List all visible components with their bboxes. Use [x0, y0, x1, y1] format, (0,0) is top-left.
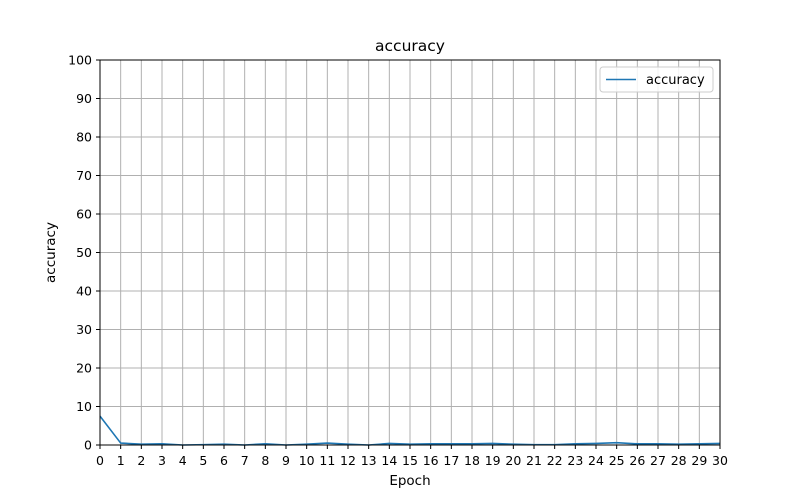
x-tick-label: 3: [158, 453, 166, 468]
x-tick-label: 19: [485, 453, 501, 468]
x-tick-label: 30: [712, 453, 728, 468]
legend-box: [599, 66, 714, 93]
x-tick-label: 23: [567, 453, 583, 468]
x-tick-label: 13: [361, 453, 377, 468]
x-tick-label: 5: [199, 453, 207, 468]
y-tick-label: 50: [76, 245, 92, 260]
y-tick-label: 10: [76, 399, 92, 414]
x-tick-label: 21: [526, 453, 542, 468]
y-axis: 0 10 20 30 40 50 60 70 80 90 100: [68, 53, 100, 453]
y-tick-label: 0: [84, 438, 92, 453]
x-tick-label: 15: [402, 453, 418, 468]
x-tick-label: 27: [650, 453, 666, 468]
x-tick-label: 11: [319, 453, 335, 468]
x-tick-label: 25: [609, 453, 625, 468]
y-axis-label: accuracy: [43, 222, 59, 283]
x-tick-label: 16: [423, 453, 439, 468]
x-tick-label: 10: [299, 453, 315, 468]
x-tick-label: 14: [381, 453, 397, 468]
x-tick-label: 8: [261, 453, 269, 468]
x-tick-label: 26: [629, 453, 645, 468]
x-axis-label: Epoch: [389, 473, 430, 489]
x-tick-label: 17: [443, 453, 459, 468]
x-tick-label: 7: [241, 453, 249, 468]
x-tick-label: 22: [547, 453, 563, 468]
x-tick-label: 24: [588, 453, 604, 468]
x-tick-label: 20: [505, 453, 521, 468]
x-tick-label: 2: [137, 453, 145, 468]
y-tick-label: 30: [76, 322, 92, 337]
x-tick-label: 0: [96, 453, 104, 468]
x-tick-label: 12: [340, 453, 356, 468]
y-tick-label: 70: [76, 168, 92, 183]
chart-title: accuracy: [375, 37, 445, 55]
y-tick-label: 20: [76, 361, 92, 376]
y-tick-label: 40: [76, 284, 92, 299]
y-tick-label: 60: [76, 207, 92, 222]
x-tick-label: 4: [179, 453, 187, 468]
x-tick-label: 6: [220, 453, 228, 468]
y-tick-label: 90: [76, 91, 92, 106]
x-tick-label: 9: [282, 453, 290, 468]
y-tick-label: 80: [76, 130, 92, 145]
x-tick-label: 29: [691, 453, 707, 468]
x-axis: 0 1 2 3 4 5 6 7 8 9 10 11 12 13 14 15 16 17 18 19 20 21 22 23 24…: [96, 445, 728, 468]
y-tick-label: 100: [68, 53, 92, 68]
x-tick-label: 18: [464, 453, 480, 468]
x-tick-label: 28: [671, 453, 687, 468]
legend: accuracy: [599, 66, 714, 93]
x-tick-label: 1: [117, 453, 125, 468]
legend-label: accuracy: [646, 73, 705, 88]
